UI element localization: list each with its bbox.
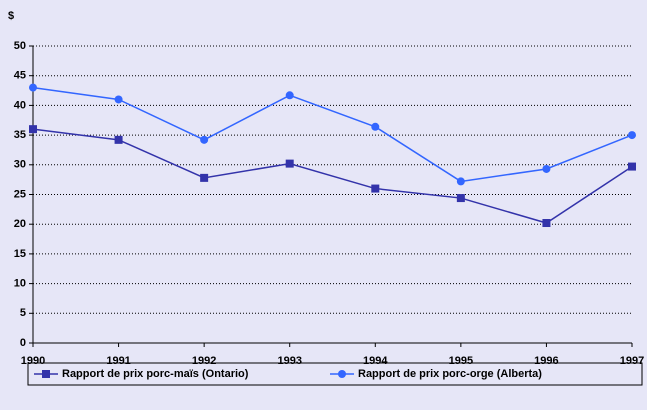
point — [542, 164, 551, 173]
point — [29, 125, 37, 134]
y-tick-label: 5 — [20, 307, 26, 319]
point — [628, 162, 636, 171]
point — [285, 91, 294, 100]
y-tick-label: 10 — [14, 278, 26, 290]
x-tick-label: 1994 — [363, 355, 388, 367]
x-tick-label: 1997 — [620, 355, 644, 367]
x-tick-label: 1990 — [21, 355, 45, 367]
point — [114, 135, 123, 144]
x-tick-label: 1995 — [449, 355, 473, 367]
point — [285, 159, 294, 168]
x-tick-label: 1996 — [534, 355, 558, 367]
y-tick-label: 35 — [14, 129, 26, 141]
y-tick-label: 15 — [14, 248, 26, 260]
y-tick-label: 40 — [14, 99, 26, 111]
y-tick-label: 0 — [20, 337, 26, 349]
y-tick-label: 30 — [14, 159, 26, 171]
point — [456, 194, 465, 203]
point — [371, 122, 380, 131]
legend-label: Rapport de prix porc-orge (Alberta) — [358, 368, 542, 380]
x-tick-label: 1993 — [277, 355, 301, 367]
y-tick-label: 25 — [14, 188, 26, 200]
x-tick-label: 1992 — [192, 355, 216, 367]
point — [114, 95, 123, 104]
point — [628, 131, 636, 140]
legend-label: Rapport de prix porc-maïs (Ontario) — [62, 368, 249, 380]
point — [456, 177, 465, 186]
point — [542, 219, 551, 228]
line — [32, 128, 633, 224]
point — [29, 83, 37, 92]
y-tick-label: 45 — [14, 70, 26, 82]
y-axis-label: $ — [8, 10, 14, 22]
point — [371, 184, 380, 193]
line — [32, 86, 633, 183]
y-tick-label: 50 — [14, 40, 26, 52]
legend-marker — [42, 370, 50, 378]
x-tick-label: 1991 — [106, 355, 130, 367]
legend-marker — [338, 370, 346, 378]
legend-box — [27, 362, 643, 386]
point — [200, 135, 209, 144]
point — [200, 173, 209, 182]
y-tick-label: 20 — [14, 218, 26, 230]
